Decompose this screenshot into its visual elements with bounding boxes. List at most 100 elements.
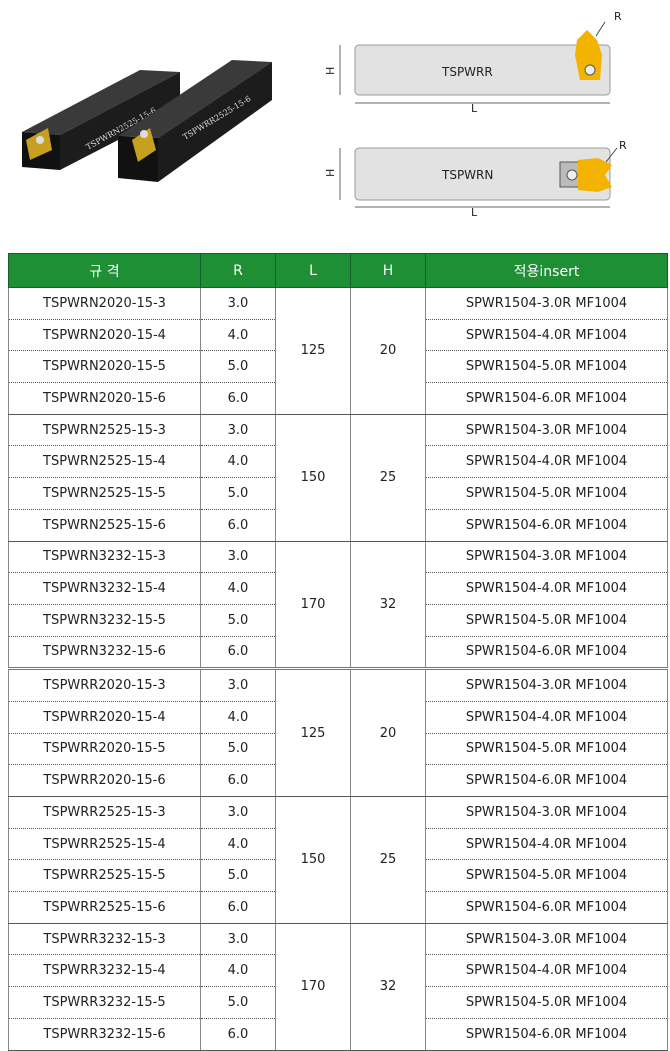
insert-cell: SPWR1504-4.0R MF1004 <box>425 319 668 352</box>
spec-cell: TSPWRN2020-15-4 <box>8 319 201 352</box>
spec-cell: TSPWRR3232-15-6 <box>8 1018 201 1051</box>
insert-cell: SPWR1504-6.0R MF1004 <box>425 1018 668 1051</box>
table-row: TSPWRN2020-15-6 6.0 SPWR1504-6.0R MF1004 <box>8 382 668 415</box>
table-row: TSPWRR2020-15-3 3.0 125 20 SPWR1504-3.0R MF1… <box>8 668 668 797</box>
radius-cell: 3.0 <box>200 923 276 956</box>
tool-photo: TSPWRN2525-15-6 TSPWRR2525-15-6 <box>22 60 272 182</box>
height-cell: 20 <box>350 668 426 797</box>
insert-cell: SPWR1504-3.0R MF1004 <box>425 541 668 574</box>
table-row: TSPWRR2020-15-4 4.0 SPWR1504-4.0R MF1004 <box>8 701 668 734</box>
spec-cell: TSPWRR3232-15-3 <box>8 923 201 956</box>
insert-cell: SPWR1504-3.0R MF1004 <box>425 414 668 447</box>
spec-cell: TSPWRN2525-15-5 <box>8 477 201 510</box>
spec-cell: TSPWRN2525-15-4 <box>8 445 201 479</box>
height-cell: 32 <box>350 923 426 1051</box>
table-row: TSPWRN2525-15-3 3.0 150 25 SPWR1504-3.0R MF1… <box>8 414 668 542</box>
radius-label: R <box>619 139 627 152</box>
spec-cell: TSPWRR2020-15-4 <box>8 701 201 734</box>
radius-cell: 6.0 <box>200 636 276 671</box>
radius-cell: 3.0 <box>200 668 276 702</box>
radius-cell: 6.0 <box>200 891 276 924</box>
table-row: TSPWRR2525-15-3 3.0 150 25 SPWR1504-3.0R MF1… <box>8 796 668 924</box>
insert-cell: SPWR1504-5.0R MF1004 <box>425 986 668 1019</box>
table-row: TSPWRN3232-15-4 4.0 SPWR1504-4.0R MF1004 <box>8 572 668 605</box>
insert-cell: SPWR1504-6.0R MF1004 <box>425 382 668 415</box>
length-cell: 125 <box>275 287 351 415</box>
radius-cell: 3.0 <box>200 287 276 320</box>
height-cell: 25 <box>350 796 426 924</box>
header-cell: R <box>200 253 276 288</box>
spec-cell: TSPWRN2020-15-5 <box>8 350 201 384</box>
radius-cell: 4.0 <box>200 701 276 734</box>
radius-cell: 6.0 <box>200 1018 276 1051</box>
insert-cell: SPWR1504-4.0R MF1004 <box>425 828 668 861</box>
radius-label: R <box>614 10 622 23</box>
insert-cell: SPWR1504-6.0R MF1004 <box>425 509 668 542</box>
table-row: TSPWRN2020-15-3 3.0 125 20 SPWR1504-3.0R MF1… <box>8 287 668 415</box>
radius-cell: 3.0 <box>200 796 276 829</box>
header-row: 규 격 R L H 적용insert <box>8 253 668 288</box>
radius-cell: 4.0 <box>200 319 276 352</box>
length-label: L <box>471 206 478 219</box>
table-row: TSPWRR3232-15-4 4.0 SPWR1504-4.0R MF1004 <box>8 954 668 988</box>
length-cell: 150 <box>275 414 351 542</box>
spec-cell: TSPWRN3232-15-6 <box>8 636 201 671</box>
table-row: TSPWRR3232-15-5 5.0 SPWR1504-5.0R MF1004 <box>8 986 668 1019</box>
diagram-tspwrn: R H TSPWRN L <box>324 139 627 219</box>
header-cell: H <box>350 253 426 288</box>
spec-cell: TSPWRR2525-15-3 <box>8 796 201 829</box>
insert-cell: SPWR1504-4.0R MF1004 <box>425 701 668 734</box>
radius-cell: 4.0 <box>200 828 276 861</box>
radius-cell: 5.0 <box>200 859 276 893</box>
table-row: TSPWRR2525-15-4 4.0 SPWR1504-4.0R MF1004 <box>8 828 668 861</box>
table-row: TSPWRR3232-15-6 6.0 SPWR1504-6.0R MF1004 <box>8 1018 668 1051</box>
radius-cell: 5.0 <box>200 477 276 510</box>
insert-cell: SPWR1504-4.0R MF1004 <box>425 445 668 479</box>
radius-cell: 5.0 <box>200 350 276 384</box>
spec-cell: TSPWRN3232-15-4 <box>8 572 201 605</box>
insert-cell: SPWR1504-6.0R MF1004 <box>425 891 668 924</box>
radius-cell: 6.0 <box>200 764 276 797</box>
radius-cell: 4.0 <box>200 954 276 988</box>
tool-name: TSPWRR <box>441 65 493 79</box>
insert-cell: SPWR1504-3.0R MF1004 <box>425 668 668 702</box>
radius-cell: 6.0 <box>200 382 276 415</box>
spec-cell: TSPWRR2525-15-5 <box>8 859 201 893</box>
radius-cell: 5.0 <box>200 604 276 637</box>
table-row: TSPWRR2020-15-6 6.0 SPWR1504-6.0R MF1004 <box>8 764 668 797</box>
spec-table: 규 격 R L H 적용insert TSPWRN2020-15-3 3.0 125 20 SP… <box>8 253 668 1051</box>
insert-cell: SPWR1504-4.0R MF1004 <box>425 572 668 605</box>
spec-cell: TSPWRN3232-15-5 <box>8 604 201 637</box>
table-row: TSPWRR2525-15-5 5.0 SPWR1504-5.0R MF1004 <box>8 859 668 893</box>
length-cell: 125 <box>275 668 351 797</box>
spec-cell: TSPWRR2020-15-5 <box>8 733 201 766</box>
table-row: TSPWRN2020-15-5 5.0 SPWR1504-5.0R MF1004 <box>8 350 668 384</box>
height-cell: 25 <box>350 414 426 542</box>
table-row: TSPWRN2525-15-5 5.0 SPWR1504-5.0R MF1004 <box>8 477 668 510</box>
spec-cell: TSPWRN2525-15-6 <box>8 509 201 542</box>
table-row: TSPWRR2525-15-6 6.0 SPWR1504-6.0R MF1004 <box>8 891 668 924</box>
spec-cell: TSPWRR3232-15-4 <box>8 954 201 988</box>
spec-cell: TSPWRR2020-15-3 <box>8 668 201 702</box>
height-cell: 20 <box>350 287 426 415</box>
diagram-tspwrr: R H TSPWRR L <box>324 10 622 115</box>
header-cell: 규 격 <box>8 253 201 288</box>
spec-cell: TSPWRR2525-15-6 <box>8 891 201 924</box>
spec-cell: TSPWRR3232-15-5 <box>8 986 201 1019</box>
insert-cell: SPWR1504-5.0R MF1004 <box>425 604 668 637</box>
height-cell: 32 <box>350 541 426 671</box>
radius-cell: 4.0 <box>200 445 276 479</box>
table-row: TSPWRN2525-15-6 6.0 SPWR1504-6.0R MF1004 <box>8 509 668 542</box>
insert-cell: SPWR1504-3.0R MF1004 <box>425 923 668 956</box>
insert-cell: SPWR1504-5.0R MF1004 <box>425 477 668 510</box>
table-row: TSPWRN3232-15-3 3.0 170 32 SPWR1504-3.0R MF1… <box>8 541 668 671</box>
spec-cell: TSPWRR2525-15-4 <box>8 828 201 861</box>
radius-cell: 6.0 <box>200 509 276 542</box>
insert-cell: SPWR1504-3.0R MF1004 <box>425 287 668 320</box>
illustrations: TSPWRN2525-15-6 TSPWRR2525-15-6 R H TSPW… <box>22 10 627 219</box>
spec-cell: TSPWRN3232-15-3 <box>8 541 201 574</box>
radius-cell: 5.0 <box>200 733 276 766</box>
radius-cell: 3.0 <box>200 541 276 574</box>
insert-cell: SPWR1504-5.0R MF1004 <box>425 350 668 384</box>
